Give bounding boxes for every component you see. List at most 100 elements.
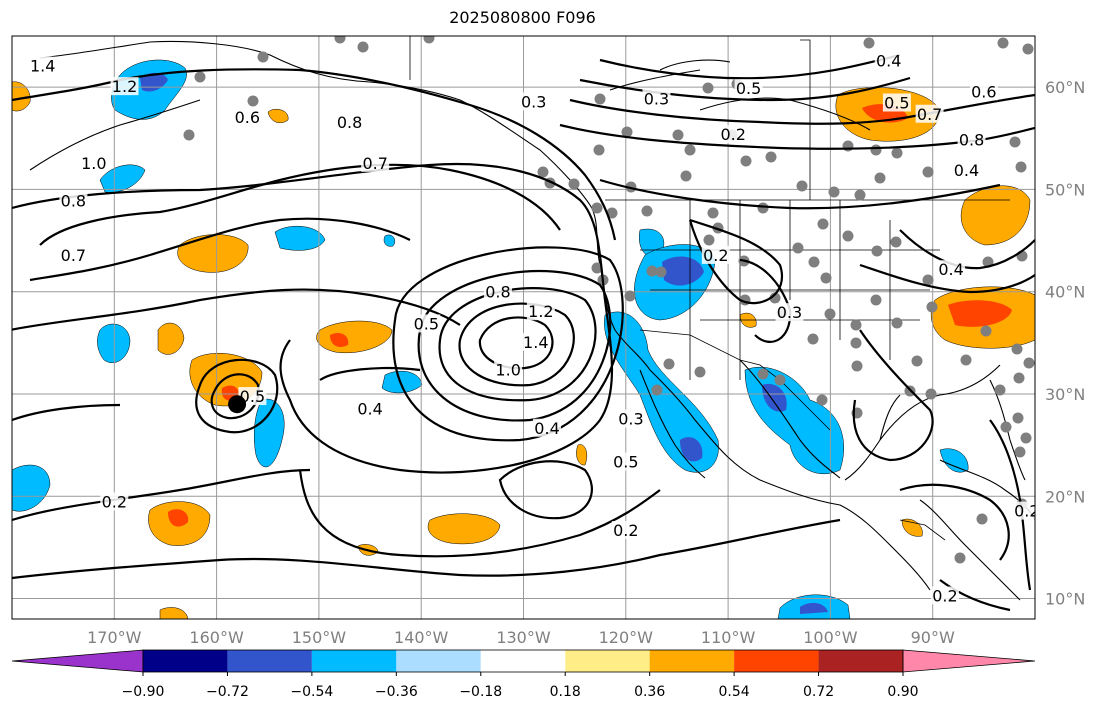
contour-label-bg xyxy=(969,82,998,101)
contour-label: 1.2 xyxy=(528,302,553,321)
contour-label: 0.4 xyxy=(954,161,979,180)
colorbar-segment xyxy=(311,650,397,672)
contour-label: 0.6 xyxy=(235,108,260,127)
contour-label-bg xyxy=(930,586,959,605)
contour-label-bg xyxy=(533,418,562,437)
station-dot xyxy=(874,172,886,184)
lat-tick-label: 60°N xyxy=(1045,78,1085,97)
station-dot xyxy=(774,374,786,386)
contour-label: 0.2 xyxy=(932,586,957,605)
station-dot xyxy=(247,95,259,107)
contour-label-bg xyxy=(642,89,671,108)
contour-label: 1.2 xyxy=(112,77,137,96)
shade-blue-center xyxy=(381,370,423,394)
contour-label-bg xyxy=(59,191,88,210)
lat-tick-label: 30°N xyxy=(1045,385,1085,404)
station-dot xyxy=(870,294,882,306)
lon-tick-label: 160°W xyxy=(189,628,244,647)
contour-label: 0.5 xyxy=(884,94,909,113)
station-dot xyxy=(765,151,777,163)
contour-label-bg xyxy=(521,332,550,351)
contour-label-bg xyxy=(483,282,512,301)
contour-label: 1.0 xyxy=(81,154,106,173)
station-dot xyxy=(820,272,832,284)
contour-label-bg xyxy=(238,387,267,406)
map-frame xyxy=(11,35,1036,620)
contour-label: 0.8 xyxy=(61,192,86,211)
contour-label: 0.6 xyxy=(971,82,996,101)
station-dot xyxy=(922,274,934,286)
station-dot xyxy=(1012,412,1024,424)
colorbar-segment xyxy=(649,650,735,672)
contour-label-bg xyxy=(701,245,730,264)
shade-blue-se xyxy=(939,448,969,473)
colorbar-tick-label: 0.18 xyxy=(550,684,581,700)
colorbar xyxy=(11,649,1036,673)
colorbar-tick-label: 0.72 xyxy=(803,684,834,700)
station-dot xyxy=(606,207,618,219)
contour-label-bg xyxy=(616,409,645,428)
colorbar-outline xyxy=(142,649,904,673)
station-dot xyxy=(707,207,719,219)
contour-label-bg xyxy=(882,93,911,112)
station-dot xyxy=(796,180,808,192)
contour-label-bg xyxy=(611,452,640,471)
station-dot xyxy=(807,333,819,345)
station-dot xyxy=(925,388,937,400)
latitude-tick-labels: 60°N 50°N 40°N 30°N 20°N 10°N xyxy=(1045,78,1085,608)
station-dot xyxy=(594,93,606,105)
colorbar-segment xyxy=(734,650,819,672)
colorbar-tick-label: −0.72 xyxy=(206,684,249,700)
station-dot xyxy=(816,394,828,406)
contour-label: 0.2 xyxy=(613,521,638,540)
colorbar-extend-low xyxy=(11,649,144,673)
contour-label-bg xyxy=(361,153,390,172)
station-dot xyxy=(194,71,206,83)
shade-red-east xyxy=(948,300,1012,327)
contour-label-bg xyxy=(915,104,944,123)
lat-tick-label: 40°N xyxy=(1045,283,1085,302)
colorbar-tick-label: 0.54 xyxy=(719,684,750,700)
lat-tick-label: 50°N xyxy=(1045,180,1085,199)
shade-blue-bottomleft xyxy=(12,464,51,512)
lon-tick-label: 140°W xyxy=(394,628,449,647)
contour-lines xyxy=(12,53,1035,612)
station-dot xyxy=(641,205,653,217)
contour-label: 0.5 xyxy=(240,387,265,406)
lon-tick-label: 120°W xyxy=(599,628,654,647)
station-dot xyxy=(980,325,992,337)
colorbar-tick-label: 0.90 xyxy=(887,684,918,700)
station-dot xyxy=(1009,136,1021,148)
contour-label-bg xyxy=(519,92,548,111)
contour-label: 0.2 xyxy=(1014,502,1039,521)
shade-purple-bottom xyxy=(800,602,828,614)
contour-label-bg xyxy=(611,521,640,540)
contour-label: 0.2 xyxy=(102,492,127,511)
station-dot xyxy=(1022,43,1034,55)
station-dot xyxy=(850,319,862,331)
station-dot xyxy=(568,178,580,190)
shade-orange-baja-s xyxy=(576,444,588,466)
station-dot xyxy=(1000,421,1012,433)
lon-tick-label: 90°W xyxy=(911,628,955,647)
station-dot xyxy=(624,290,636,302)
station-dot xyxy=(702,82,714,94)
station-dot xyxy=(817,218,829,230)
station-dot xyxy=(1015,161,1027,173)
contour-label: 0.3 xyxy=(521,92,546,111)
station-dot xyxy=(824,308,836,320)
colorbar-segment xyxy=(480,650,566,672)
colorbar-tick-label: 0.36 xyxy=(634,684,665,700)
contour-label: 0.7 xyxy=(917,105,942,124)
shade-orange-leftedge xyxy=(12,81,31,112)
borders xyxy=(409,36,1010,541)
contour-label-bg xyxy=(79,153,108,172)
contour-label-bg xyxy=(28,56,57,75)
colorbar-tick-label: −0.90 xyxy=(122,684,165,700)
contour-label: 1.0 xyxy=(495,360,520,379)
station-dot xyxy=(423,36,435,44)
gridlines xyxy=(12,36,1035,619)
contour-label-bg xyxy=(59,245,88,264)
shade-orange-small2 xyxy=(159,607,189,619)
station-dot xyxy=(621,126,633,138)
